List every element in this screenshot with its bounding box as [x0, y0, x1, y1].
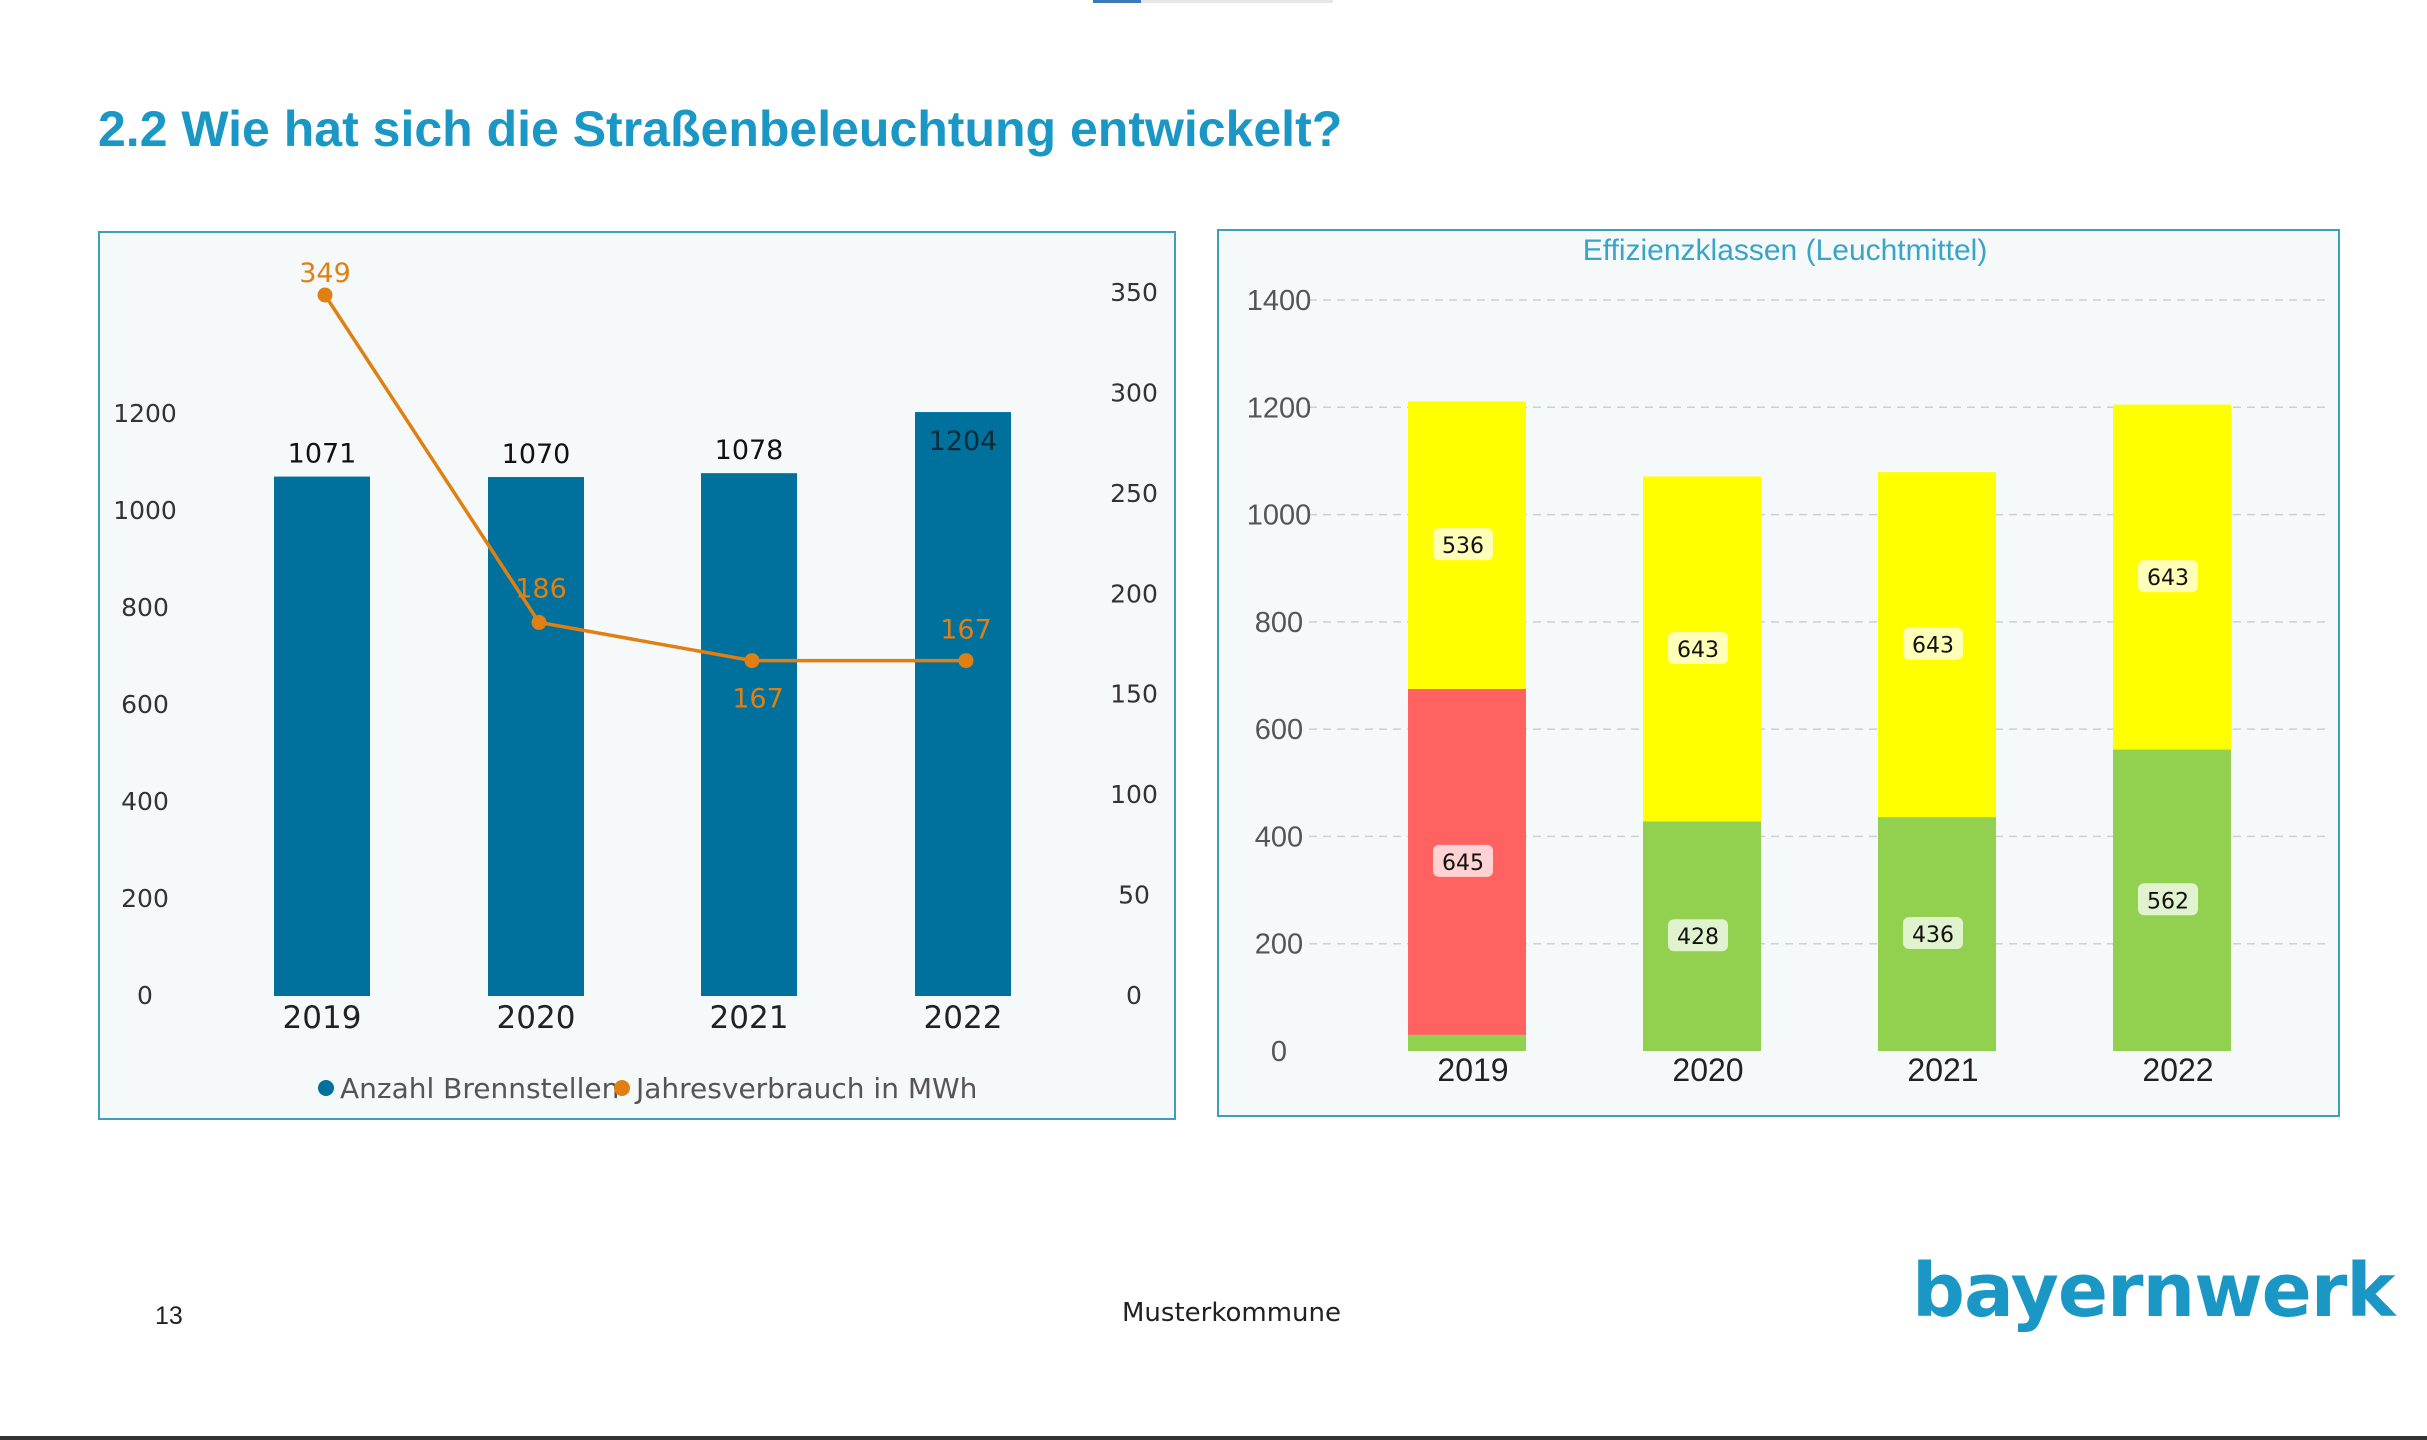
stacked-bar-data-label: 643	[1912, 634, 1954, 659]
data-label-background	[1668, 631, 1728, 664]
x-tick-label: 2022	[924, 1000, 1003, 1036]
legend-marker-anzahl-brennstellen	[318, 1080, 334, 1096]
y-left-tick-label: 400	[121, 787, 169, 816]
y-right-tick-label: 50	[1118, 881, 1150, 910]
y-tick-label: 1200	[1247, 392, 1312, 424]
stacked-bar-data-label: 643	[2147, 566, 2189, 591]
bar-anzahl-brennstellen	[701, 473, 797, 996]
x-tick-label: 2021	[1907, 1052, 1978, 1088]
company-logo: bayernwerk	[1912, 1248, 2395, 1334]
top-accent-indicator	[1093, 0, 1141, 3]
y-right-tick-label: 100	[1110, 780, 1158, 809]
y-left-tick-label: 800	[121, 593, 169, 622]
line-data-label: 186	[515, 573, 567, 604]
x-tick-label: 2019	[283, 1000, 362, 1036]
x-tick-label: 2020	[1672, 1052, 1743, 1088]
line-point-jahresverbrauch	[958, 653, 974, 669]
stacked-bar-data-label: 436	[1912, 923, 1954, 948]
y-right-tick-label: 250	[1110, 479, 1158, 508]
brennstellen-chart: 0 200 400 600 800 1000 1200 0 50 100 150 200 250 300 3…	[113, 258, 1158, 1105]
chart-panel-brennstellen: 0 200 400 600 800 1000 1200 0 50 100 150 200 250 300 3…	[98, 231, 1176, 1120]
line-point-jahresverbrauch	[744, 653, 760, 669]
line-point-jahresverbrauch	[317, 287, 333, 303]
data-label-background	[2138, 883, 2198, 916]
data-label-background	[1668, 919, 1728, 952]
x-tick-label: 2020	[497, 1000, 576, 1036]
y-tick-label: 600	[1255, 714, 1303, 746]
chart-title: Effizienzklassen (Leuchtmittel)	[1583, 234, 1988, 267]
y-left-tick-label: 200	[121, 884, 169, 913]
line-data-label: 167	[732, 684, 784, 715]
y-right-tick-label: 300	[1110, 378, 1158, 407]
top-accent-line	[1093, 0, 1333, 3]
y-right-tick-label: 200	[1110, 579, 1158, 608]
effizienzklassen-chart: Effizienzklassen (Leuchtmittel) 0 200 400 60…	[1247, 234, 2327, 1088]
y-right-tick-label: 350	[1110, 278, 1158, 307]
bar-data-label: 1071	[288, 439, 357, 470]
page-number: 13	[155, 1302, 183, 1330]
line-data-label: 349	[299, 258, 351, 289]
bar-data-label: 1204	[929, 426, 998, 457]
y-left-tick-label: 1000	[113, 496, 177, 525]
data-label-background	[1903, 917, 1963, 950]
bar-data-label: 1070	[502, 439, 571, 470]
data-label-background	[2138, 560, 2198, 593]
stacked-bar-data-label: 428	[1677, 925, 1719, 950]
stacked-bar-data-label: 536	[1442, 534, 1484, 559]
chart-panel-effizienzklassen: Effizienzklassen (Leuchtmittel) 0 200 400 60…	[1217, 229, 2340, 1117]
y-left-tick-label: 0	[137, 981, 153, 1010]
y-tick-label: 0	[1271, 1036, 1287, 1068]
line-jahresverbrauch	[323, 294, 966, 663]
bar-anzahl-brennstellen	[488, 477, 584, 996]
y-tick-label: 800	[1255, 607, 1303, 639]
x-tick-label: 2022	[2142, 1052, 2213, 1088]
stacked-bar-data-label: 645	[1442, 851, 1484, 876]
data-label-background	[1433, 844, 1493, 877]
bar-data-label: 1078	[715, 435, 784, 466]
footer-client-name: Musterkommune	[1122, 1298, 1341, 1328]
stacked-bar-data-label: 562	[2147, 889, 2189, 914]
legend-label-anzahl-brennstellen: Anzahl Brennstellen	[340, 1072, 619, 1105]
line-data-label: 167	[940, 615, 992, 646]
bar-anzahl-brennstellen	[274, 476, 370, 996]
x-tick-label: 2021	[710, 1000, 789, 1036]
bottom-divider	[0, 1436, 2427, 1440]
y-right-tick-label: 0	[1126, 981, 1142, 1010]
y-tick-label: 1000	[1247, 500, 1312, 532]
y-right-tick-label: 150	[1110, 680, 1158, 709]
y-left-tick-label: 600	[121, 690, 169, 719]
page-title: 2.2 Wie hat sich die Straßenbeleuchtung …	[98, 101, 1343, 157]
data-label-background	[1903, 627, 1963, 660]
bar-anzahl-brennstellen	[915, 412, 1011, 996]
y-tick-label: 200	[1255, 929, 1303, 961]
legend-marker-jahresverbrauch	[614, 1080, 630, 1096]
data-label-background	[1433, 528, 1493, 561]
y-tick-label: 400	[1255, 821, 1303, 853]
y-left-tick-label: 1200	[113, 399, 177, 428]
line-point-jahresverbrauch	[531, 614, 547, 630]
legend-label-jahresverbrauch: Jahresverbrauch in MWh	[634, 1072, 977, 1105]
y-tick-label: 1400	[1247, 285, 1312, 317]
stacked-bar-data-label: 643	[1677, 638, 1719, 663]
stacked-bar-segment-green	[1408, 1034, 1526, 1051]
x-tick-label: 2019	[1437, 1052, 1508, 1088]
